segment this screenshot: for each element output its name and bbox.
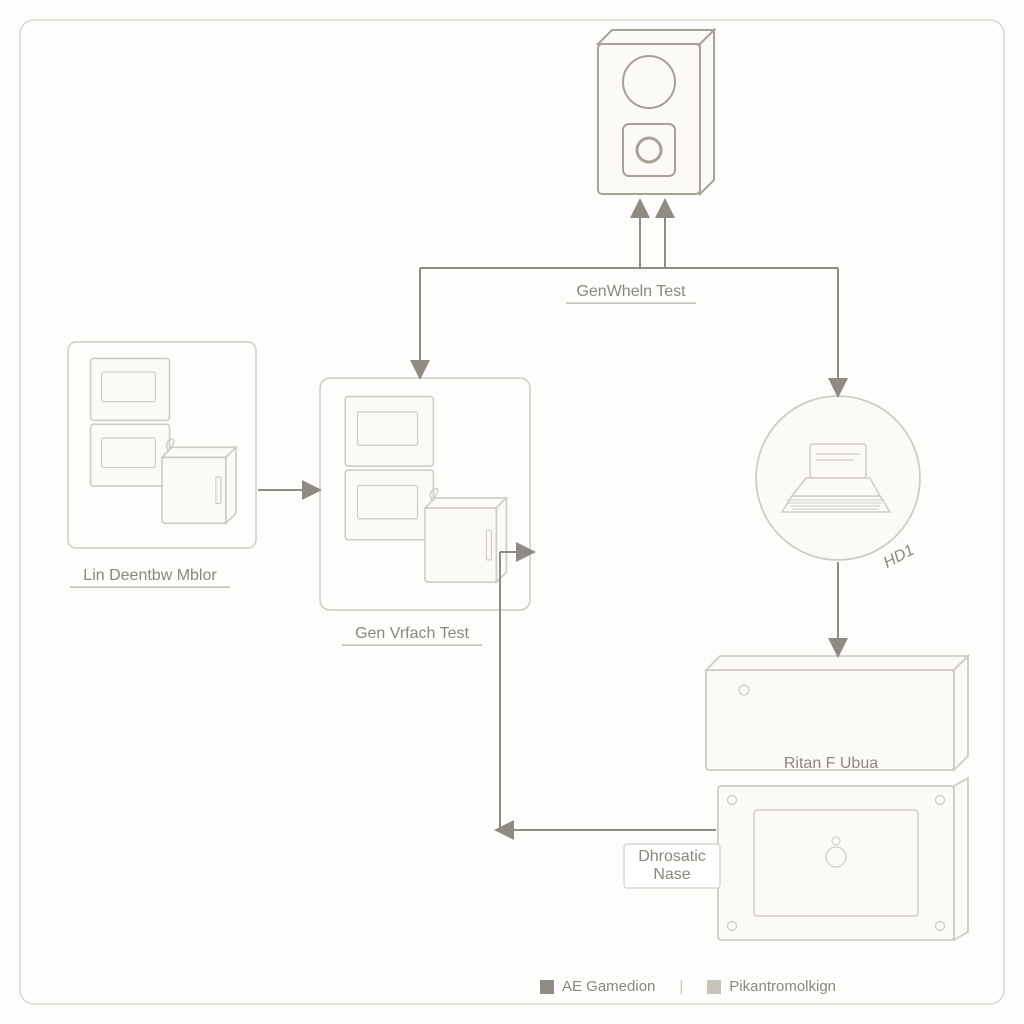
legend-item-0: AE Gamedion xyxy=(540,978,655,995)
legend-item-1: Pikantromolkign xyxy=(707,978,836,995)
label-ritan: Ritan F Ubua xyxy=(776,755,886,775)
label-dhrosatic: Dhrosatic Nase xyxy=(630,848,714,888)
legend-swatch-0 xyxy=(540,980,554,994)
label-gen-vrfach: Gen Vrfach Test xyxy=(342,625,482,646)
legend-swatch-1 xyxy=(707,980,721,994)
legend-divider: | xyxy=(679,978,683,995)
label-genwheln: GenWheln Test xyxy=(566,283,696,304)
legend-label-0: AE Gamedion xyxy=(562,978,655,995)
legend: AE Gamedion | Pikantromolkign xyxy=(540,978,836,995)
svg-layer xyxy=(0,0,1024,1024)
diagram-stage: GenWheln Test Lin Deentbw Mblor Gen Vrfa… xyxy=(0,0,1024,1024)
label-lin-deentbw: Lin Deentbw Mblor xyxy=(70,567,230,588)
legend-label-1: Pikantromolkign xyxy=(729,978,836,995)
